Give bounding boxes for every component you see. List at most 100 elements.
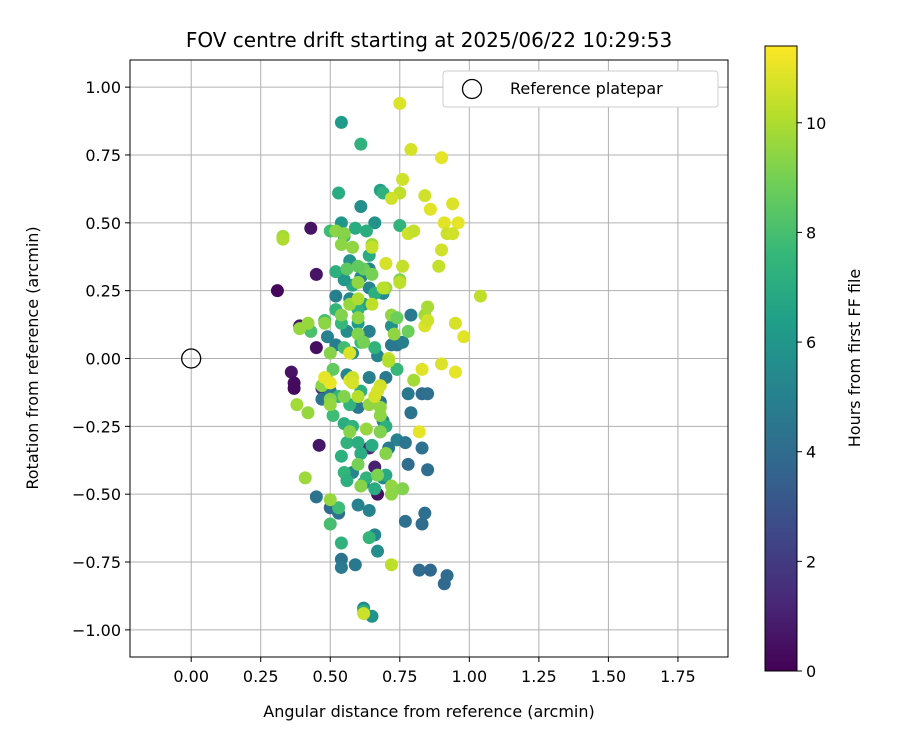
plot-area [129,59,729,658]
data-point [390,362,404,376]
colorbar-ticks: 0 2 4 6 8 10 [797,114,826,681]
data-point [332,186,346,200]
x-tick-label: 1.50 [591,667,627,686]
x-axis-label: Angular distance from reference (arcmin) [263,702,594,721]
colorbar-tick-label: 10 [806,114,826,133]
data-point [290,398,304,412]
data-point [390,311,404,325]
y-tick-label: 0.25 [85,282,121,301]
reference-marker [181,348,202,369]
x-tick-label: 0.25 [243,667,279,686]
data-point [451,216,465,230]
data-point [421,314,435,328]
y-tick-label: 1.00 [85,78,121,97]
data-point [365,438,379,452]
data-point [412,563,426,577]
data-point [384,191,398,205]
y-axis-label: Rotation from reference (arcmin) [23,226,42,489]
data-point [398,514,412,528]
data-point [337,389,351,403]
data-point [379,257,393,271]
colorbar-tick-label: 6 [806,333,816,352]
colorbar: 0 2 4 6 8 10 Hours from first FF file [764,45,864,681]
y-tick-label: −0.75 [72,553,121,572]
data-point [329,289,343,303]
data-point [423,563,437,577]
colorbar-gradient [764,45,798,672]
data-point [376,281,390,295]
data-point [354,200,368,214]
data-point [393,219,407,233]
data-point [348,558,362,572]
data-point [435,357,449,371]
data-point [326,362,340,376]
legend-marker-icon [461,78,483,100]
colorbar-tick-label: 2 [806,552,816,571]
data-point [309,490,323,504]
data-point [407,373,421,387]
data-point [323,517,337,531]
data-point [337,273,351,287]
data-point [384,558,398,572]
data-point [401,457,415,471]
reference-point [181,348,202,369]
data-point [387,327,401,341]
data-point [393,96,407,110]
x-tick-label: 0.00 [173,667,209,686]
colorbar-tick-label: 4 [806,443,816,462]
data-point [357,607,371,621]
data-point [435,151,449,165]
data-point [432,259,446,273]
data-point [362,324,376,338]
data-point [371,468,385,482]
y-tick-label: 0.75 [85,146,121,165]
data-point [418,506,432,520]
data-point [421,387,435,401]
data-point [415,517,429,531]
legend: Reference platepar [442,70,719,108]
y-tick-label: 0.50 [85,214,121,233]
data-point [396,172,410,186]
data-point [371,544,385,558]
data-point [284,365,298,379]
data-point [334,115,348,129]
data-point [362,531,376,545]
data-point [323,493,337,507]
data-point [421,463,435,477]
data-point [368,482,382,496]
data-point [384,338,398,352]
data-point [340,436,354,450]
data-point [351,457,365,471]
data-point [437,216,451,230]
legend-entry-label: Reference platepar [510,79,663,98]
data-point [368,216,382,230]
data-point [398,436,412,450]
data-point [365,267,379,281]
x-tick-label: 1.00 [452,667,488,686]
data-point [415,441,429,455]
data-point [329,265,343,279]
data-point [401,387,415,401]
data-point [448,316,462,330]
data-point [309,267,323,281]
data-point [340,262,354,276]
data-point [396,259,410,273]
data-point [318,316,332,330]
data-point [309,341,323,355]
data-point [334,560,348,574]
data-point [359,422,373,436]
data-point [320,330,334,344]
data-point [354,446,368,460]
y-tick-label: −0.25 [72,417,121,436]
data-point [365,297,379,311]
data-point [373,425,387,439]
data-point [346,240,360,254]
colorbar-label: Hours from first FF file [845,269,864,448]
data-point [357,335,371,349]
data-point [276,232,290,246]
chart-title: FOV centre drift starting at 2025/06/22 … [186,28,672,52]
data-point [334,238,348,252]
data-point [384,487,398,501]
data-point [368,389,382,403]
